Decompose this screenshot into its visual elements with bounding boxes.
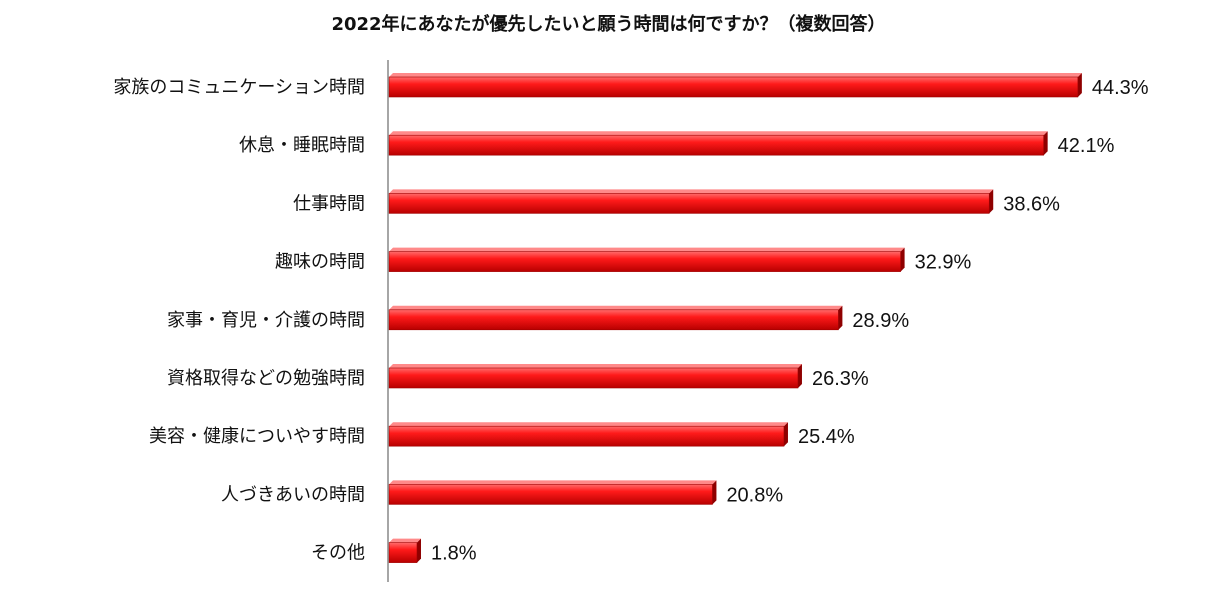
- data-label: 44.3%: [1092, 77, 1149, 99]
- bar: [388, 480, 717, 505]
- bar: [388, 538, 421, 563]
- bar: [388, 73, 1082, 98]
- bar: [388, 305, 843, 331]
- category-label: その他: [311, 543, 365, 564]
- bar: [388, 189, 994, 214]
- data-label: 38.6%: [1003, 193, 1060, 215]
- bar: [388, 422, 788, 447]
- category-label: 仕事時間: [293, 193, 365, 214]
- category-label: 美容・健康についやす時間: [149, 426, 365, 447]
- data-label: 25.4%: [798, 426, 855, 448]
- data-label: 1.8%: [431, 543, 477, 565]
- data-label: 42.1%: [1058, 135, 1115, 157]
- data-label: 26.3%: [812, 368, 869, 390]
- category-label: 家事・育児・介護の時間: [167, 310, 365, 331]
- data-label: 32.9%: [915, 252, 972, 274]
- category-label: 人づきあいの時間: [221, 484, 365, 505]
- category-label: 家族のコミュニケーション時間: [113, 77, 365, 98]
- category-label: 趣味の時間: [275, 252, 365, 273]
- category-label: 休息・睡眠時間: [239, 135, 365, 156]
- data-label: 28.9%: [852, 310, 909, 332]
- bar: [388, 247, 905, 272]
- category-label: 資格取得などの勉強時間: [167, 368, 365, 389]
- bar: [388, 131, 1048, 156]
- bar: [388, 364, 802, 389]
- chart-title: 2022年にあなたが優先したいと願う時間は何ですか？（複数回答）: [331, 14, 886, 35]
- data-label: 20.8%: [726, 484, 783, 506]
